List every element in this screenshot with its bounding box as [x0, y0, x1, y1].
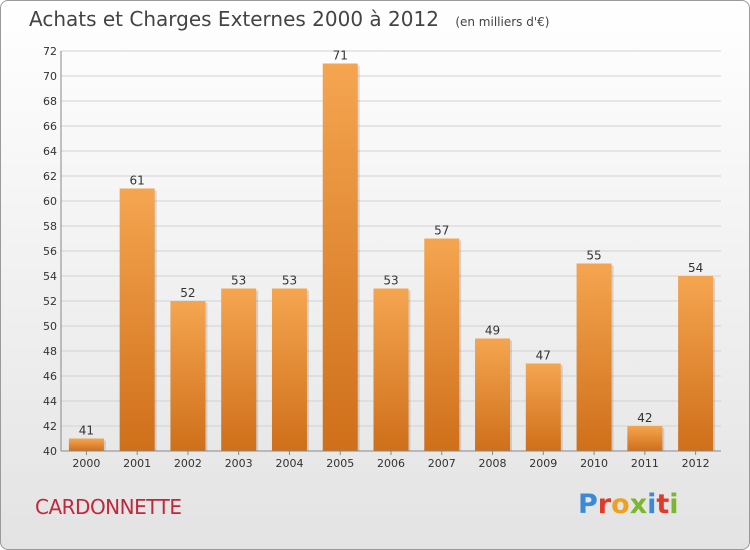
y-tick-label: 56	[43, 245, 57, 258]
chart-title: Achats et Charges Externes 2000 à 2012 (…	[29, 7, 549, 31]
data-label: 42	[637, 411, 652, 425]
x-tick-label: 2006	[377, 457, 405, 470]
x-tick-label: 2005	[326, 457, 354, 470]
x-tick-label: 2009	[529, 457, 557, 470]
bar	[271, 288, 307, 451]
logo-letter: i	[669, 489, 679, 520]
data-label: 53	[282, 274, 297, 288]
x-tick-label: 2011	[631, 457, 659, 470]
data-label: 53	[231, 274, 246, 288]
data-label: 71	[333, 49, 348, 63]
chart-unit: (en milliers d'€)	[455, 15, 550, 29]
data-labels: 41 61 52 53 53 71 53 57 49 47 55 42 54	[79, 49, 704, 438]
x-tick-label: 2001	[123, 457, 151, 470]
bar	[170, 301, 206, 451]
data-label: 52	[180, 286, 195, 300]
x-tick-labels: 2000 2001 2002 2003 2004 2005 2006 2007 2008 2009…	[72, 457, 709, 470]
y-tick-label: 40	[43, 445, 57, 458]
y-tick-label: 44	[43, 395, 57, 408]
bar	[221, 288, 257, 451]
x-tick-label: 2002	[174, 457, 202, 470]
logo-letter: t	[656, 489, 670, 520]
logo-letter: x	[629, 489, 648, 520]
bars	[68, 63, 716, 451]
y-tick-label: 66	[43, 120, 57, 133]
data-label: 49	[485, 324, 500, 338]
data-label: 55	[586, 249, 601, 263]
bar	[322, 63, 358, 451]
y-tick-label: 72	[43, 45, 57, 58]
y-tick-label: 64	[43, 145, 57, 158]
y-tick-label: 42	[43, 420, 57, 433]
y-tick-labels: 40 42 44 46 48 50 52 54 56 58 60 62 64 66 68 70 72	[43, 45, 57, 458]
y-tick-label: 58	[43, 220, 57, 233]
data-label: 47	[536, 349, 551, 363]
data-label: 57	[434, 224, 449, 238]
bar	[627, 426, 663, 451]
bar	[119, 188, 155, 451]
x-tick-label: 2010	[580, 457, 608, 470]
logo-letter: i	[647, 489, 657, 520]
y-tick-label: 50	[43, 320, 57, 333]
commune-name: CARDONNETTE	[35, 495, 182, 519]
logo-letter: r	[597, 489, 612, 520]
y-tick-label: 68	[43, 95, 57, 108]
bar	[373, 288, 409, 451]
x-tick-label: 2004	[275, 457, 303, 470]
logo-letter: P	[578, 489, 598, 520]
bar	[424, 238, 460, 451]
y-tick-label: 70	[43, 70, 57, 83]
x-tick-label: 2003	[225, 457, 253, 470]
x-tick-label: 2007	[428, 457, 456, 470]
y-tick-label: 60	[43, 195, 57, 208]
bar	[525, 363, 561, 451]
logo-letter: o	[611, 489, 630, 520]
data-label: 53	[383, 274, 398, 288]
bar	[576, 263, 612, 451]
chart-title-text: Achats et Charges Externes 2000 à 2012	[29, 7, 439, 31]
axes	[60, 51, 721, 455]
y-tick-label: 54	[43, 270, 57, 283]
bar	[475, 338, 511, 451]
y-tick-label: 46	[43, 370, 57, 383]
x-tick-label: 2000	[72, 457, 100, 470]
proxiti-logo: Proxiti	[578, 489, 679, 520]
x-tick-label: 2012	[682, 457, 710, 470]
data-label: 41	[79, 424, 94, 438]
data-label: 61	[130, 174, 145, 188]
data-label: 54	[688, 261, 703, 275]
y-tick-label: 48	[43, 345, 57, 358]
x-tick-label: 2008	[479, 457, 507, 470]
bar	[68, 438, 104, 451]
bar	[678, 276, 714, 451]
y-tick-label: 62	[43, 170, 57, 183]
y-tick-label: 52	[43, 295, 57, 308]
